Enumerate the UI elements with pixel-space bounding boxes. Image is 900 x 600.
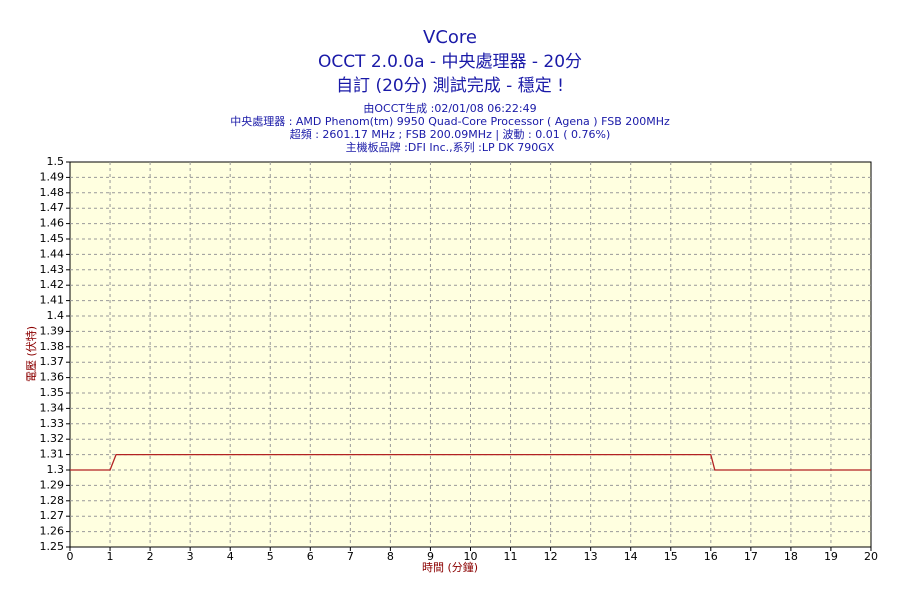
y-tick-label: 1.3 — [47, 463, 65, 476]
y-tick-label: 1.26 — [40, 525, 65, 538]
x-tick-label: 8 — [387, 550, 394, 563]
y-tick-label: 1.36 — [40, 371, 65, 384]
x-tick-label: 19 — [824, 550, 838, 563]
y-tick-label: 1.31 — [40, 448, 65, 461]
y-tick-label: 1.25 — [40, 540, 65, 553]
y-tick-label: 1.44 — [40, 247, 65, 260]
x-tick-label: 13 — [584, 550, 598, 563]
x-tick-label: 11 — [504, 550, 518, 563]
y-tick-label: 1.45 — [40, 232, 65, 245]
y-tick-label: 1.39 — [40, 324, 65, 337]
y-tick-label: 1.46 — [40, 217, 65, 230]
y-tick-label: 1.48 — [40, 186, 65, 199]
x-tick-label: 3 — [187, 550, 194, 563]
info: 超頻 : 2601.17 MHz ; FSB 200.09MHz | 波動 : … — [290, 127, 611, 141]
x-tick-label: 0 — [67, 550, 74, 563]
x-tick-label: 4 — [227, 550, 234, 563]
x-tick-label: 1 — [107, 550, 114, 563]
info: 主機板品牌 :DFI Inc.,系列 :LP DK 790GX — [346, 140, 555, 154]
y-axis-label: 電壓 (伏特) — [24, 326, 38, 382]
y-tick-label: 1.47 — [40, 201, 65, 214]
x-tick-label: 12 — [544, 550, 558, 563]
x-tick-label: 9 — [427, 550, 434, 563]
y-tick-label: 1.41 — [40, 294, 65, 307]
x-tick-label: 7 — [347, 550, 354, 563]
x-axis-label: 時間 (分鐘) — [422, 560, 478, 574]
x-tick-label: 2 — [147, 550, 154, 563]
x-tick-label: 6 — [307, 550, 314, 563]
y-tick-label: 1.32 — [40, 432, 65, 445]
status: 自訂 (20分) 測試完成 - 穩定 ! — [336, 76, 564, 96]
y-tick-label: 1.28 — [40, 494, 65, 507]
x-tick-label: 18 — [784, 550, 798, 563]
y-tick-label: 1.27 — [40, 509, 65, 522]
y-tick-label: 1.34 — [40, 401, 65, 414]
chart-subtitle: OCCT 2.0.0a - 中央處理器 - 20分 — [318, 52, 582, 72]
x-tick-label: 5 — [267, 550, 274, 563]
y-tick-label: 1.4 — [47, 309, 65, 322]
x-tick-label: 16 — [704, 550, 718, 563]
x-tick-label: 20 — [864, 550, 878, 563]
info: 中央處理器 : AMD Phenom(tm) 9950 Quad-Core Pr… — [230, 114, 670, 128]
x-tick-label: 10 — [464, 550, 478, 563]
y-tick-label: 1.37 — [40, 355, 65, 368]
y-tick-label: 1.35 — [40, 386, 65, 399]
y-tick-label: 1.5 — [47, 155, 65, 168]
chart-title: VCore — [423, 27, 477, 48]
y-tick-label: 1.33 — [40, 417, 65, 430]
y-tick-label: 1.43 — [40, 263, 65, 276]
y-tick-label: 1.49 — [40, 170, 65, 183]
x-tick-label: 17 — [744, 550, 758, 563]
y-tick-label: 1.29 — [40, 478, 65, 491]
x-tick-label: 15 — [664, 550, 678, 563]
x-tick-label: 14 — [624, 550, 638, 563]
y-tick-label: 1.42 — [40, 278, 65, 291]
info: 由OCCT生成 :02/01/08 06:22:49 — [363, 101, 536, 115]
data-line — [70, 453, 871, 471]
y-tick-label: 1.38 — [40, 340, 65, 353]
